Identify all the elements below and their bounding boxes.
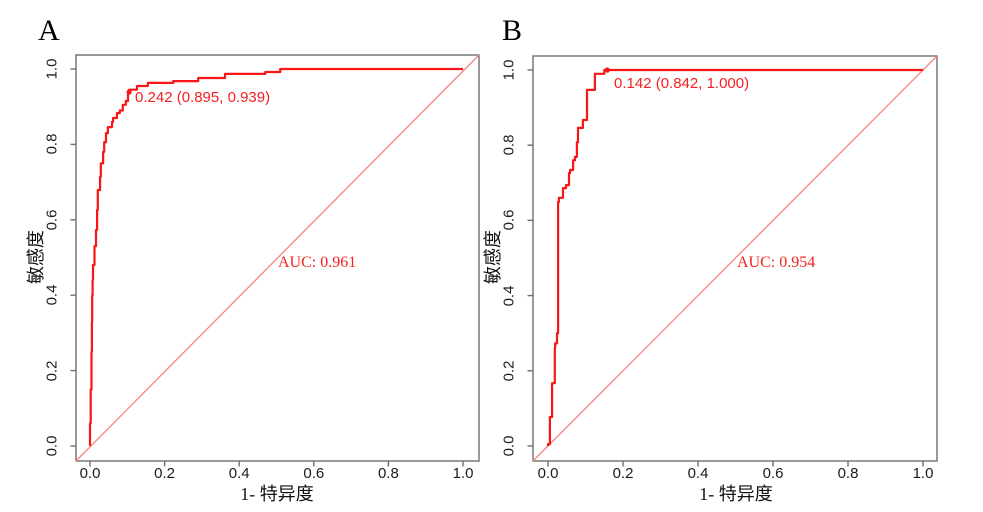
x-tick-label: 1.0 [452, 465, 474, 482]
y-tick-label: 1.0 [500, 59, 518, 81]
panel-a-letter: A [38, 14, 60, 47]
cutoff-annotation-a: 0.242 (0.895, 0.939) [135, 89, 271, 106]
x-tick-label: 0.4 [687, 465, 709, 482]
x-tick-label: 0.2 [612, 465, 634, 482]
cutoff-annotation-b: 0.142 (0.842, 1.000) [614, 75, 750, 92]
y-tick-label: 0.8 [43, 133, 61, 155]
plot-frame-B [532, 55, 938, 462]
y-tick-label: 0.2 [500, 360, 518, 382]
x-tick-label: 0.2 [154, 465, 176, 482]
y-tick-label: 1.0 [43, 58, 61, 80]
y-tick-label: 0.2 [43, 360, 61, 382]
x-tick-label: 0.6 [303, 465, 325, 482]
y-tick-label: 0.0 [43, 435, 61, 457]
panel-b-letter: B [502, 14, 523, 47]
reference-diagonal-B [532, 55, 938, 462]
x-tick-label: 0.0 [79, 465, 101, 482]
x-tick-label: 0.8 [377, 465, 399, 482]
auc-label-b: AUC: 0.954 [737, 254, 816, 271]
x-tick-label: 0.6 [762, 465, 784, 482]
auc-label-a: AUC: 0.961 [278, 254, 357, 271]
y-tick-label: 0.8 [500, 134, 518, 156]
y-tick-label: 0.4 [43, 284, 61, 306]
x-axis-title-b: 1- 特异度 [699, 484, 773, 504]
y-tick-label: 0.4 [500, 285, 518, 307]
x-axis-title-a: 1- 特异度 [240, 484, 314, 504]
plot-frame-A [75, 54, 480, 462]
roc-curve-B [546, 68, 923, 446]
y-tick-label: 0.6 [500, 209, 518, 231]
x-tick-label: 0.8 [837, 465, 859, 482]
x-tick-label: 0.4 [228, 465, 250, 482]
best-threshold-marker-A [126, 89, 132, 95]
y-tick-label: 0.6 [43, 209, 61, 231]
best-threshold-marker-B [604, 67, 610, 73]
x-tick-label: 1.0 [912, 465, 934, 482]
y-tick-label: 0.0 [500, 435, 518, 457]
y-axis-title-a: 敏感度 [26, 230, 46, 284]
roc-curve-A [88, 67, 463, 446]
x-tick-label: 0.0 [537, 465, 559, 482]
reference-diagonal-A [75, 54, 480, 462]
y-axis-title-b: 敏感度 [483, 230, 503, 284]
